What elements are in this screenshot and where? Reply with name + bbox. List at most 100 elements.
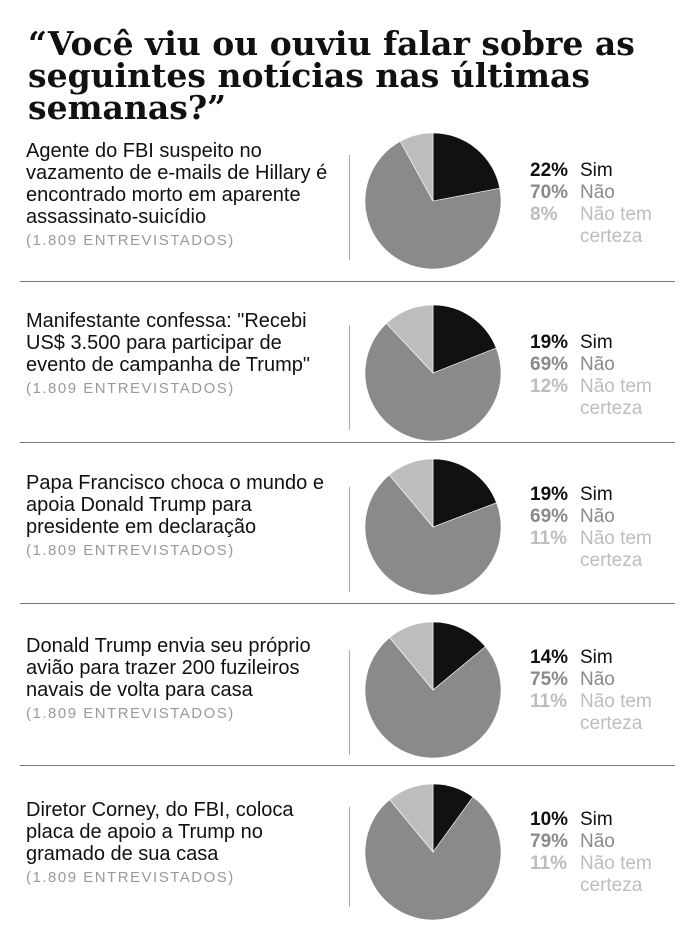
survey-row: Papa Francisco choca o mundo e apoia Don… — [0, 458, 700, 626]
column-divider — [349, 487, 350, 592]
respondents-count: (1.809 ENTREVISTADOS) — [26, 380, 235, 397]
infographic: “Você viu ou ouviu falar sobre as seguin… — [0, 24, 700, 921]
respondents-count: (1.809 ENTREVISTADOS) — [26, 869, 235, 886]
sim-label: Sim — [580, 809, 613, 830]
respondents-count: (1.809 ENTREVISTADOS) — [26, 705, 235, 722]
pie-slice-nao — [364, 474, 502, 596]
nao-tem-certeza-percent: 11% — [530, 528, 567, 549]
question-label: Manifestante confessa: "Recebi US$ 3.500… — [26, 310, 310, 376]
nao-percent: 69% — [530, 354, 569, 375]
stats-legend: 10% Sim 79% Não 11% Não tem certeza — [530, 809, 690, 897]
pie-slice-nao-tem-certeza — [388, 458, 434, 528]
nao-tem-certeza-label: Não tem certeza — [580, 204, 652, 247]
stat-sim: 14% Sim — [530, 647, 690, 669]
nao-percent: 70% — [530, 182, 569, 203]
pie-chart — [364, 621, 502, 759]
survey-row: Donald Trump envia seu próprio avião par… — [0, 621, 700, 789]
column-divider — [349, 650, 350, 755]
stat-sim: 19% Sim — [530, 484, 690, 506]
question-text: Papa Francisco choca o mundo e apoia Don… — [26, 472, 341, 562]
nao-label: Não — [580, 182, 615, 203]
question-text: Diretor Corney, do FBI, coloca placa de … — [26, 799, 341, 889]
nao-percent: 75% — [530, 669, 569, 690]
question-label: Donald Trump envia seu próprio avião par… — [26, 635, 311, 701]
row-divider — [20, 281, 675, 282]
question-label: Papa Francisco choca o mundo e apoia Don… — [26, 472, 324, 538]
nao-label: Não — [580, 354, 615, 375]
pie-slice-sim — [432, 621, 486, 691]
stat-nao-tem-certeza: 11% Não tem certeza — [530, 691, 690, 735]
stat-nao: 75% Não — [530, 669, 690, 691]
pie-chart — [364, 132, 502, 270]
page-title: “Você viu ou ouviu falar sobre as seguin… — [28, 24, 635, 127]
pie-slice-nao — [364, 141, 502, 270]
nao-percent: 69% — [530, 506, 569, 527]
question-label: Diretor Corney, do FBI, coloca placa de … — [26, 799, 294, 865]
stat-nao: 69% Não — [530, 506, 690, 528]
question-text: Donald Trump envia seu próprio avião par… — [26, 635, 341, 725]
pie-slice-nao — [364, 323, 502, 442]
sim-label: Sim — [580, 647, 613, 668]
pie-slice-nao-tem-certeza — [386, 304, 434, 374]
column-divider — [349, 325, 350, 430]
stat-nao-tem-certeza: 12% Não tem certeza — [530, 376, 690, 420]
stat-nao-tem-certeza: 11% Não tem certeza — [530, 853, 690, 897]
stat-nao: 79% Não — [530, 831, 690, 853]
survey-row: Diretor Corney, do FBI, coloca placa de … — [0, 783, 700, 951]
pie-slice-nao-tem-certeza — [389, 621, 434, 691]
pie-chart — [364, 304, 502, 442]
sim-percent: 19% — [530, 332, 569, 353]
sim-label: Sim — [580, 484, 613, 505]
row-divider — [20, 765, 675, 766]
nao-tem-certeza-label: Não tem certeza — [580, 376, 652, 419]
stat-sim: 19% Sim — [530, 332, 690, 354]
survey-row: Manifestante confessa: "Recebi US$ 3.500… — [0, 300, 700, 464]
pie-slice-sim — [432, 304, 497, 374]
nao-label: Não — [580, 506, 615, 527]
pie-slice-nao — [364, 796, 502, 921]
stat-nao-tem-certeza: 11% Não tem certeza — [530, 528, 690, 572]
nao-tem-certeza-percent: 11% — [530, 691, 567, 712]
nao-label: Não — [580, 669, 615, 690]
pie-slice-nao-tem-certeza — [399, 132, 434, 202]
nao-tem-certeza-percent: 8% — [530, 204, 558, 225]
sim-label: Sim — [580, 332, 613, 353]
question-text: Manifestante confessa: "Recebi US$ 3.500… — [26, 310, 341, 400]
nao-label: Não — [580, 831, 615, 852]
pie-slice-nao-tem-certeza — [389, 783, 434, 853]
stats-legend: 14% Sim 75% Não 11% Não tem certeza — [530, 647, 690, 735]
stats-legend: 19% Sim 69% Não 11% Não tem certeza — [530, 484, 690, 572]
pie-slice-sim — [432, 458, 497, 528]
sim-percent: 19% — [530, 484, 569, 505]
stat-nao: 70% Não — [530, 182, 690, 204]
survey-row: Agente do FBI suspeito no vazamento de e… — [0, 132, 700, 299]
stat-nao: 69% Não — [530, 354, 690, 376]
nao-tem-certeza-label: Não tem certeza — [580, 853, 652, 896]
nao-tem-certeza-percent: 12% — [530, 376, 569, 397]
column-divider — [349, 807, 350, 907]
pie-slice-nao — [364, 637, 502, 759]
sim-percent: 10% — [530, 809, 569, 830]
sim-label: Sim — [580, 160, 613, 181]
pie-chart — [364, 783, 502, 921]
respondents-count: (1.809 ENTREVISTADOS) — [26, 542, 235, 559]
pie-slice-sim — [432, 132, 501, 202]
pie-chart — [364, 458, 502, 596]
respondents-count: (1.809 ENTREVISTADOS) — [26, 232, 235, 249]
nao-percent: 79% — [530, 831, 569, 852]
nao-tem-certeza-percent: 11% — [530, 853, 567, 874]
row-divider — [20, 603, 675, 604]
stats-legend: 19% Sim 69% Não 12% Não tem certeza — [530, 332, 690, 420]
question-label: Agente do FBI suspeito no vazamento de e… — [26, 140, 328, 228]
stat-sim: 10% Sim — [530, 809, 690, 831]
nao-tem-certeza-label: Não tem certeza — [580, 691, 652, 734]
stats-legend: 22% Sim 70% Não 8% Não tem certeza — [530, 160, 690, 248]
nao-tem-certeza-label: Não tem certeza — [580, 528, 652, 571]
sim-percent: 22% — [530, 160, 569, 181]
row-divider — [20, 442, 675, 443]
stat-nao-tem-certeza: 8% Não tem certeza — [530, 204, 690, 248]
stat-sim: 22% Sim — [530, 160, 690, 182]
column-divider — [349, 155, 350, 260]
sim-percent: 14% — [530, 647, 569, 668]
question-text: Agente do FBI suspeito no vazamento de e… — [26, 140, 341, 252]
